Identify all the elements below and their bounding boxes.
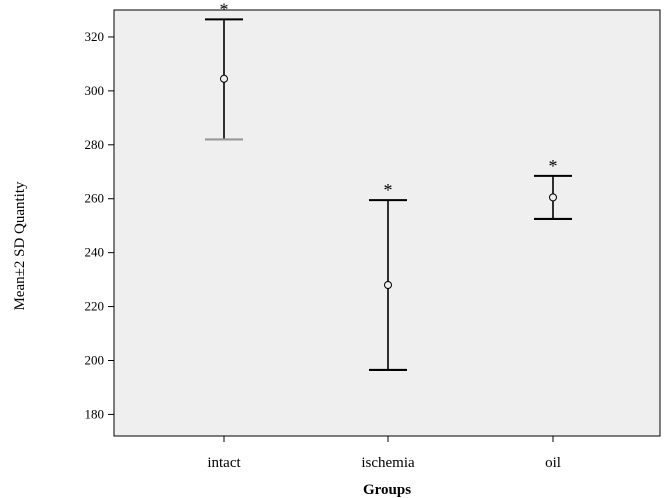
- x-tick-label-ischemia: ischemia: [361, 455, 415, 471]
- mean-point: [384, 281, 392, 290]
- x-axis-title: Groups: [363, 482, 411, 498]
- y-axis-title: Mean±2 SD Quantity: [12, 181, 28, 311]
- error-bar-intact: *: [205, 0, 243, 141]
- chart-marks: * * *: [205, 0, 572, 372]
- significance-star: *: [220, 0, 229, 19]
- significance-star: *: [549, 156, 558, 176]
- y-tick-label: 220: [85, 299, 105, 314]
- y-tick-label: 300: [85, 83, 105, 98]
- y-tick-label: 320: [85, 29, 105, 44]
- significance-star: *: [384, 180, 393, 200]
- y-tick-label: 200: [85, 353, 105, 368]
- mean-point: [220, 74, 228, 83]
- x-tick-label-intact: intact: [207, 455, 241, 471]
- y-tick-label: 260: [85, 191, 105, 206]
- y-tick-label: 240: [85, 245, 105, 260]
- error-bar-oil: *: [534, 156, 572, 221]
- y-tick-label: 280: [85, 137, 105, 152]
- x-axis: intact ischemia oil: [207, 436, 561, 471]
- mean-point: [549, 193, 557, 202]
- y-tick-label: 180: [85, 406, 105, 421]
- y-axis: 180 200 220 240 260 280 300 320: [85, 29, 114, 421]
- error-bar-ischemia: *: [369, 180, 407, 372]
- plot-area: [113, 9, 661, 437]
- x-tick-label-oil: oil: [545, 455, 561, 471]
